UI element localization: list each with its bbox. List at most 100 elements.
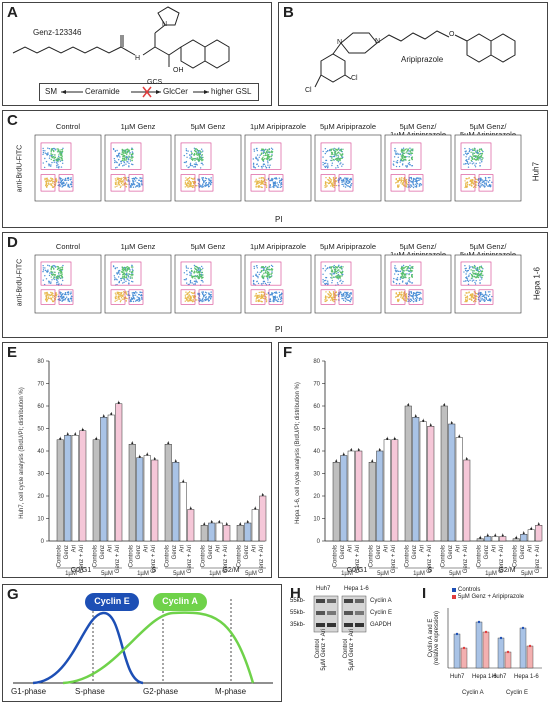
facs-title-4: 1µM Aripiprazole	[249, 242, 306, 251]
category-label: Genz + Ari	[535, 545, 541, 573]
ytick: 20	[313, 494, 320, 500]
ytick: 40	[37, 449, 44, 455]
bar	[208, 522, 216, 542]
facs-plot-3	[174, 134, 242, 202]
category-label: Genz	[340, 545, 346, 559]
bar	[475, 621, 483, 669]
bar	[92, 439, 100, 542]
cat-i-1: Huh7	[450, 674, 465, 680]
category-label: Ari	[251, 545, 257, 552]
bar	[419, 421, 427, 542]
compound-name-aripiprazole: Aripiprazole	[401, 55, 444, 64]
panel-label-d: D	[7, 234, 18, 251]
dose-label: 5µM	[377, 571, 389, 577]
aripiprazole-structure	[314, 30, 516, 88]
facs-title-5: 5µM Aripiprazole	[319, 122, 376, 131]
bar-chart-i	[447, 588, 542, 669]
compound-name-genz: Genz-123346	[33, 28, 82, 37]
category-label: Controls	[368, 545, 374, 567]
category-label: Ari	[455, 545, 461, 552]
ytick: 40	[313, 449, 320, 455]
facs-plot-5	[314, 254, 382, 314]
panel-e: E 0 10 20 30 40 50 60 70 80 Huh7, cell cycle anal…	[2, 342, 272, 578]
atom-n2: N	[375, 38, 381, 45]
bar	[172, 462, 180, 542]
dose-label: 1µM	[137, 571, 149, 577]
ylabel-i: Cyclin A and E (relative expression)	[428, 610, 440, 666]
bar	[143, 455, 151, 542]
facs-title-3: 5µM Genz	[190, 242, 226, 251]
panel-label-a: A	[7, 4, 18, 21]
legend-cyclin-a	[153, 593, 207, 611]
category-label: Ari	[107, 545, 113, 552]
category-label: Genz	[244, 545, 250, 559]
group-label-g2m-e: G2/M	[222, 567, 240, 574]
category-label: Ari	[491, 545, 497, 552]
panel-label-f: F	[283, 344, 293, 361]
group-label-g1-e: G0/G1	[70, 567, 92, 574]
group-label-g2m-f: G2/M	[498, 567, 516, 574]
bar	[56, 439, 64, 542]
ytick: 60	[313, 404, 320, 410]
category-label: Controls	[404, 545, 410, 567]
category-label: Ari	[143, 545, 149, 552]
facs-title-6: 5µM Genz/ 1µM Aripiprazole	[389, 122, 446, 139]
bar	[519, 627, 527, 669]
bar	[440, 405, 448, 542]
facs-xlabel-d: PI	[275, 325, 283, 334]
bar	[520, 534, 528, 542]
lane-label-4: 5µM Genz + Ari	[349, 629, 355, 671]
category-label: Ari	[215, 545, 221, 552]
panel-label-b: B	[283, 4, 294, 21]
cyclin-curves	[13, 599, 273, 685]
category-label: Genz	[520, 545, 526, 559]
pathway-arrows	[61, 86, 209, 98]
cat-i-2: Hepa 1-6	[472, 674, 497, 680]
marker-1: 55kb-	[290, 598, 306, 604]
y-axis-label: Huh7, cell cycle analysis (BrdU/PI; dist…	[19, 387, 25, 518]
category-label: Genz	[448, 545, 454, 559]
ytick: 50	[313, 427, 320, 433]
panel-h: H Huh7 Hepa 1-6 55kb- 55kb- 35kb- Cyclin…	[288, 584, 416, 702]
facs-plot-1	[34, 254, 102, 314]
category-label: Ari	[419, 545, 425, 552]
bar	[128, 444, 136, 542]
lane-label-2: 5µM Genz + Ari	[321, 629, 327, 671]
panel-g: G Cyclin E Cyclin A G1-phase S-phase G2-…	[2, 584, 282, 702]
bar	[64, 435, 72, 542]
bar-chart-f: 0 10 20 30 40 50 60 70 80 Hepa 1-6, cell cycle an…	[295, 359, 543, 577]
facs-plot-5	[314, 134, 382, 202]
ytick: 0	[317, 539, 321, 545]
bar	[164, 444, 172, 542]
phase-s: S-phase	[75, 687, 105, 696]
group-label-s-f: S	[427, 567, 433, 574]
bar	[527, 529, 535, 542]
bar	[100, 417, 108, 542]
atom-cl-2: Cl	[305, 87, 312, 94]
ytick: 30	[313, 472, 320, 478]
category-label: Controls	[476, 545, 482, 567]
bar	[404, 405, 412, 542]
bar	[259, 495, 267, 542]
bar	[79, 430, 87, 542]
group-label-g1-f: G0/G1	[346, 567, 368, 574]
ytick: 70	[37, 382, 44, 388]
legend-cyclin-e-label: Cyclin E	[94, 596, 130, 606]
facs-plot-3	[174, 254, 242, 314]
facs-title-7: 5µM Genz/ 5µM Aripiprazole	[459, 242, 516, 259]
cat-i-3: Huh7	[492, 674, 507, 680]
y-axis-label: Hepa 1-6, cell cycle analysis (BrdU/PI; …	[295, 382, 301, 524]
atom-n1: N	[337, 39, 343, 46]
category-label: Controls	[236, 545, 242, 567]
pathway-ceramide: Ceramide	[85, 87, 120, 96]
category-label: Controls	[92, 545, 98, 567]
facs-plot-2	[104, 254, 172, 314]
ytick: 70	[313, 382, 320, 388]
atom-oh: OH	[173, 67, 184, 74]
atom-n-pyrrolidine: N	[162, 21, 168, 28]
bar	[499, 536, 507, 542]
ytick: 10	[313, 517, 320, 523]
protein-cyclin-a: Cyclin A	[370, 598, 392, 604]
dose-label: 5µM	[521, 571, 533, 577]
bar	[460, 647, 468, 669]
